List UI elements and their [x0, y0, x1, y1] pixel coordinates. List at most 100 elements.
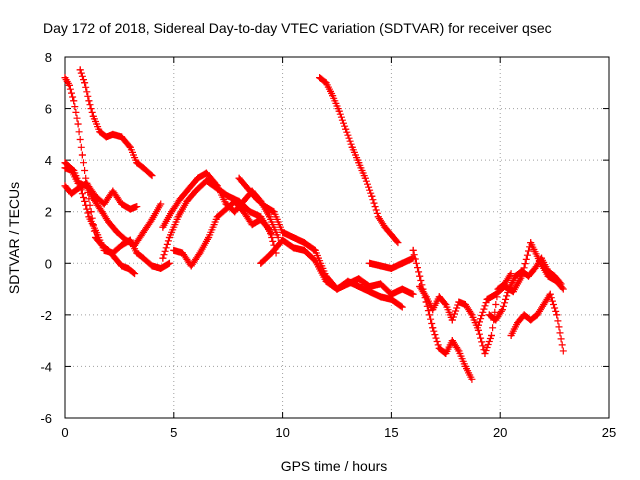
x-tick-label: 15: [384, 425, 398, 440]
data-point: [257, 215, 265, 223]
data-point: [74, 120, 82, 128]
data-point: [409, 246, 417, 254]
series-track-q: [485, 254, 565, 324]
data-point: [300, 239, 308, 247]
data-point: [511, 272, 519, 280]
data-point: [213, 213, 221, 221]
data-point: [159, 223, 167, 231]
data-point: [557, 280, 565, 288]
data-point: [235, 174, 243, 182]
data-point: [316, 74, 324, 82]
data-point: [76, 66, 84, 74]
data-point: [559, 347, 567, 355]
data-point: [461, 301, 469, 309]
data-point: [165, 259, 173, 267]
data-point: [148, 172, 156, 180]
data-point: [131, 270, 139, 278]
data-point: [507, 270, 515, 278]
data-point: [118, 262, 126, 270]
data-point: [183, 197, 191, 205]
data-point: [507, 331, 515, 339]
data-point: [527, 239, 535, 247]
data-point: [78, 151, 86, 159]
data-point: [244, 185, 252, 193]
data-point: [68, 190, 76, 198]
data-point: [174, 213, 182, 221]
data-point: [239, 197, 247, 205]
data-point: [266, 226, 274, 234]
data-point: [133, 203, 141, 211]
data-point: [329, 92, 337, 100]
data-point: [231, 208, 239, 216]
data-point: [442, 350, 450, 358]
series-track-l: [366, 254, 417, 272]
y-axis-label: SDTVAR / TECUs: [6, 182, 22, 294]
data-point: [289, 244, 297, 252]
data-point: [202, 177, 210, 185]
data-point: [98, 208, 106, 216]
data-point: [126, 143, 134, 151]
data-point: [192, 187, 200, 195]
y-tick-label: -6: [40, 411, 52, 426]
data-point: [85, 97, 93, 105]
data-point: [435, 293, 443, 301]
data-point: [96, 128, 104, 136]
data-point: [540, 301, 548, 309]
data-point: [76, 182, 84, 190]
data-point: [266, 213, 274, 221]
data-point: [126, 205, 134, 213]
data-point: [148, 215, 156, 223]
data-point: [118, 241, 126, 249]
data-point: [355, 159, 363, 167]
data-point: [100, 246, 108, 254]
data-point: [416, 282, 424, 290]
data-point: [335, 107, 343, 115]
data-point: [118, 133, 126, 141]
series-track-d: [61, 159, 173, 272]
data-point: [300, 246, 308, 254]
data-point: [366, 282, 374, 290]
data-point: [194, 174, 202, 182]
data-point: [205, 234, 213, 241]
data-point: [89, 112, 97, 120]
y-tick-label: 4: [45, 153, 52, 168]
data-point: [109, 130, 117, 138]
data-point: [348, 143, 356, 151]
data-point: [224, 192, 232, 200]
y-tick-label: 6: [45, 102, 52, 117]
data-point: [139, 228, 147, 236]
data-point: [124, 264, 132, 272]
data-point: [111, 254, 119, 262]
data-point: [70, 166, 78, 174]
data-point: [65, 81, 73, 89]
series-track-j: [257, 236, 417, 298]
data-point: [527, 316, 535, 324]
data-point: [355, 275, 363, 283]
data-point: [553, 311, 561, 319]
data-point: [551, 272, 559, 280]
data-point: [455, 298, 463, 306]
data-point: [231, 197, 239, 205]
chart-title: Day 172 of 2018, Sidereal Day-to-day VTE…: [43, 20, 552, 36]
data-point: [342, 125, 350, 133]
x-tick-label: 0: [61, 425, 68, 440]
data-point: [157, 264, 165, 272]
data-point: [61, 182, 69, 190]
data-point: [165, 234, 173, 241]
data-point: [377, 280, 385, 288]
data-point: [322, 277, 330, 285]
data-point: [83, 182, 91, 190]
series-layer: [61, 66, 567, 383]
data-point: [481, 350, 489, 358]
y-tick-label: -4: [40, 359, 52, 374]
data-point: [368, 192, 376, 200]
data-point: [105, 218, 113, 226]
data-point: [133, 249, 141, 257]
data-point: [429, 306, 437, 314]
data-point: [448, 316, 456, 324]
data-point: [468, 375, 476, 383]
data-point: [81, 79, 89, 87]
data-point: [113, 228, 121, 236]
data-point: [133, 159, 141, 167]
data-point: [514, 319, 522, 327]
